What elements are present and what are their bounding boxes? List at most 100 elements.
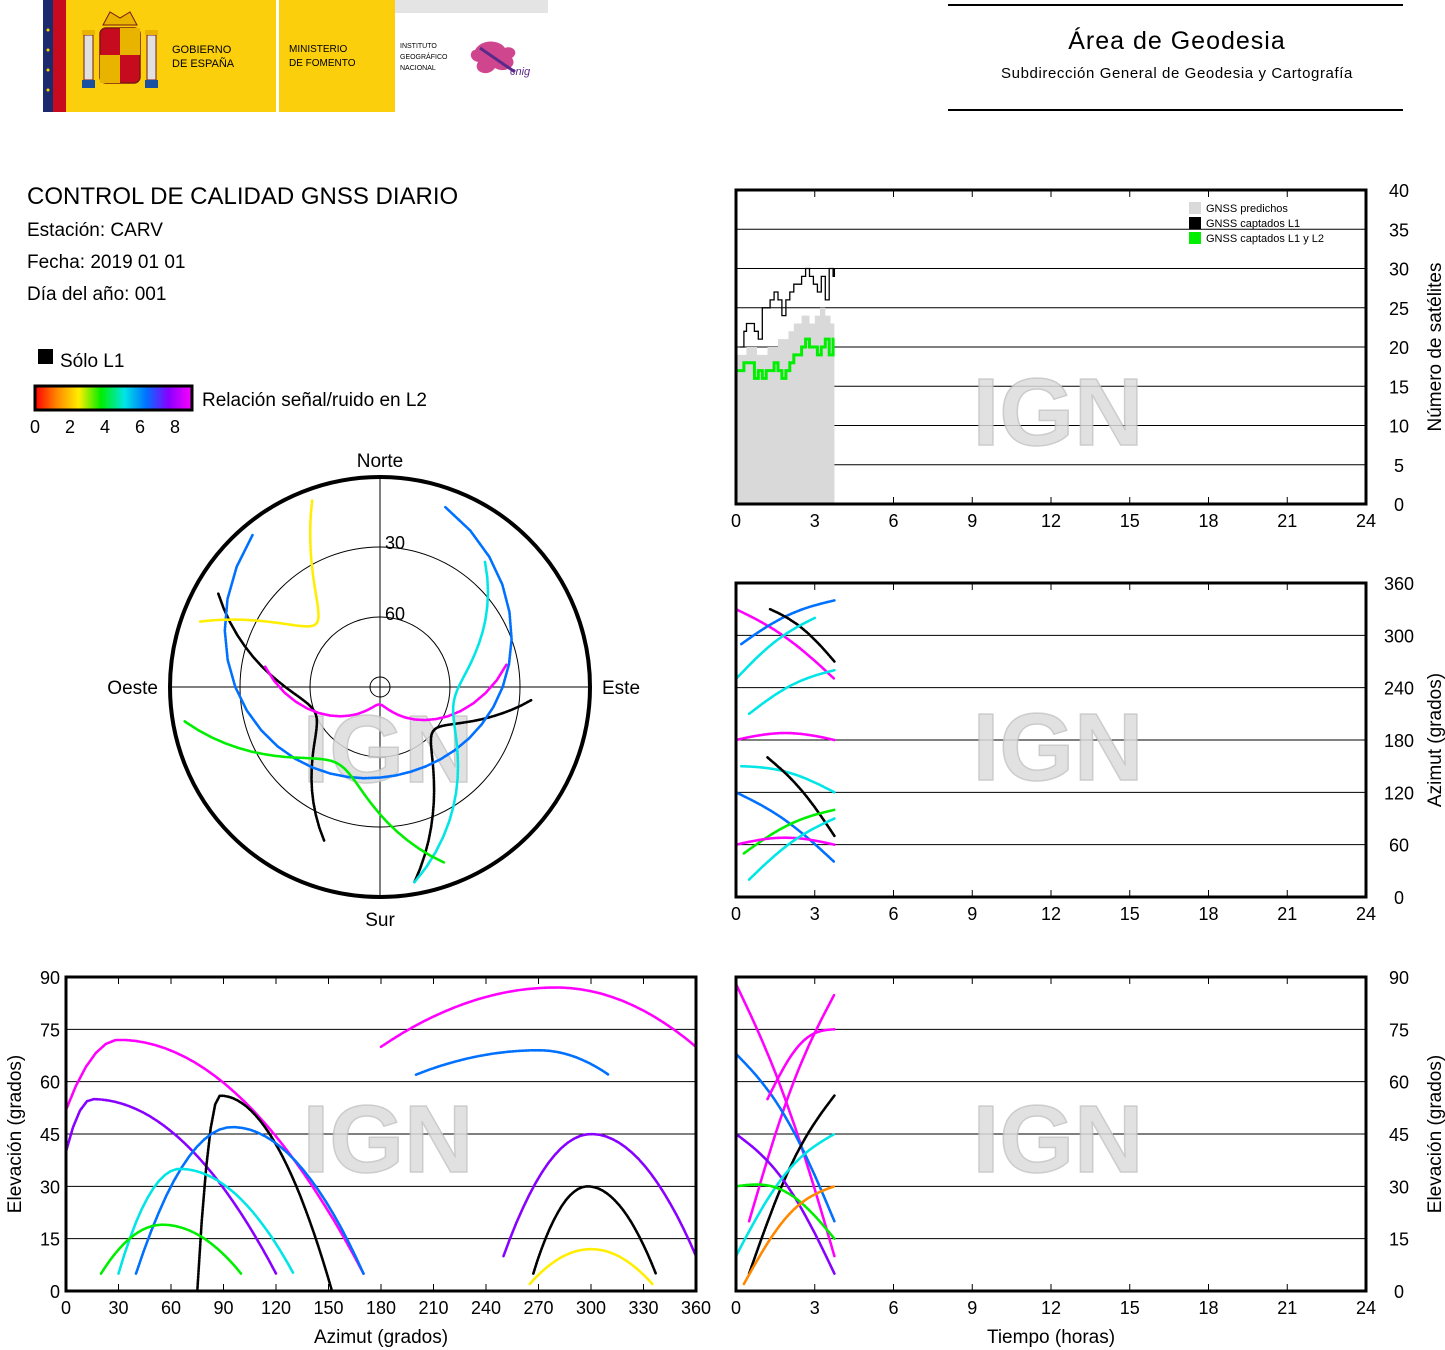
y-tick-label: 60 — [40, 1073, 60, 1093]
gobierno-block — [66, 0, 278, 112]
gov-line2: DE ESPAÑA — [172, 57, 235, 70]
area-subtitle: Subdirección General de Geodesia y Carto… — [1001, 65, 1353, 82]
min-line1: MINISTERIO — [289, 44, 348, 55]
x-tick-label: 21 — [1277, 511, 1297, 531]
y-tick-label: 15 — [1389, 1230, 1409, 1250]
x-tick-label: 150 — [313, 1298, 343, 1318]
header-grey-band — [395, 0, 548, 13]
elevation-time-track — [734, 1132, 836, 1258]
spain-flag-strip — [43, 0, 66, 112]
y-axis-label: Elevación (grados) — [1425, 1055, 1445, 1213]
elevation-azimuth-track — [117, 1167, 295, 1275]
x-tick-label: 18 — [1198, 511, 1218, 531]
x-tick-label: 9 — [967, 511, 977, 531]
y-axis-label: Número de satélites — [1425, 263, 1445, 432]
elevation-time-chart: 0 15 30 45 60 75 90 0 3 6 9 12 15 18 21 24 Elevación (gr… — [731, 968, 1445, 1348]
x-tick-label: 300 — [576, 1298, 606, 1318]
doy-label: Día del año: 001 — [27, 284, 166, 305]
y-axis-label: Azimut (grados) — [1425, 673, 1445, 807]
legend-swatch — [1189, 217, 1201, 229]
legend-swatch — [1189, 232, 1201, 244]
satellite-count-chart: 0 5 10 15 20 25 30 35 40 0 3 6 9 12 15 18 21 24 Número de … — [731, 181, 1445, 531]
y-tick-label: 35 — [1389, 220, 1409, 240]
skyplot-chart: IGN Norte Sur Este Oeste 30 60 — [107, 451, 640, 931]
x-axis-label: Azimut (grados) — [314, 1327, 448, 1348]
count-legend: GNSS predichos GNSS captados L1 GNSS capta… — [1189, 202, 1324, 245]
colorbar-tick-label: 6 — [135, 417, 145, 437]
gov-line1: GOBIERNO — [172, 44, 232, 56]
elevation-azimuth-track — [196, 1094, 334, 1293]
x-tick-label: 15 — [1120, 1298, 1140, 1318]
y-tick-label: 5 — [1394, 456, 1404, 476]
x-tick-label: 330 — [628, 1298, 658, 1318]
l1-only-label: Sólo L1 — [60, 351, 124, 372]
azimuth-track — [768, 607, 836, 663]
south-label: Sur — [365, 910, 395, 931]
x-tick-label: 18 — [1198, 1298, 1218, 1318]
elevation-azimuth-track — [414, 1049, 610, 1076]
y-tick-label: 75 — [1389, 1020, 1409, 1040]
elevation-azimuth-track — [532, 1185, 658, 1275]
l1-only-swatch — [38, 349, 53, 364]
x-tick-label: 270 — [523, 1298, 553, 1318]
ministerio-block — [279, 0, 395, 112]
y-tick-label: 90 — [1389, 968, 1409, 988]
plot-border — [734, 975, 1368, 1293]
x-tick-label: 24 — [1356, 1298, 1376, 1318]
x-tick-label: 6 — [888, 904, 898, 924]
azimuth-track — [740, 599, 836, 646]
legend-entry: GNSS captados L1 y L2 — [1206, 233, 1324, 245]
y-tick-label: 30 — [40, 1177, 60, 1197]
colorbar-ticks: 0 2 4 6 8 — [30, 417, 180, 437]
snr-colorbar — [33, 384, 194, 412]
azimuth-track — [747, 668, 836, 716]
azimuth-track — [734, 731, 836, 742]
ign-watermark: IGN — [973, 359, 1144, 466]
y-tick-label: 75 — [40, 1020, 60, 1040]
x-tick-label: 15 — [1120, 511, 1140, 531]
ring-label-30: 30 — [385, 533, 405, 553]
x-tick-label: 240 — [471, 1298, 501, 1318]
report-title: CONTROL DE CALIDAD GNSS DIARIO — [27, 183, 458, 210]
azimuth-track — [740, 764, 836, 794]
ign-watermark: IGN — [973, 1086, 1144, 1193]
colorbar-tick-label: 4 — [100, 417, 110, 437]
y-tick-label: 25 — [1389, 299, 1409, 319]
azimuth-track — [766, 756, 836, 838]
azimuth-track — [734, 616, 817, 681]
info-block: CONTROL DE CALIDAD GNSS DIARIO Estación:… — [27, 183, 458, 305]
x-tick-label: 0 — [731, 904, 741, 924]
horizon-circle — [168, 475, 592, 899]
x-tick-label: 6 — [888, 1298, 898, 1318]
elevation-azimuth-track — [379, 986, 698, 1049]
x-tick-label: 24 — [1356, 904, 1376, 924]
elevation-azimuth-track — [64, 1038, 365, 1275]
x-tick-label: 15 — [1120, 904, 1140, 924]
azimuth-track — [747, 817, 836, 881]
sky-track — [413, 560, 490, 884]
header: GOBIERNO DE ESPAÑA MINISTERIO DE FOMENTO… — [43, 0, 1403, 112]
sky-track — [223, 505, 513, 780]
area-title: Área de Geodesia — [1068, 26, 1286, 55]
x-tick-label: 12 — [1041, 1298, 1061, 1318]
sky-track — [413, 698, 533, 884]
elevation-azimuth-track — [64, 1097, 278, 1275]
date-label: Fecha: 2019 01 01 — [27, 252, 185, 273]
y-tick-label: 240 — [1384, 679, 1414, 699]
plot-border — [734, 581, 1368, 899]
elevation-azimuth-track — [99, 1223, 243, 1275]
cnig-logo-icon: cnig — [470, 41, 531, 78]
ring-label-60: 60 — [385, 604, 405, 624]
y-tick-label: 30 — [1389, 260, 1409, 280]
x-tick-label: 3 — [810, 904, 820, 924]
colorbar-tick-label: 0 — [30, 417, 40, 437]
x-tick-label: 3 — [810, 1298, 820, 1318]
y-tick-label: 90 — [40, 968, 60, 988]
y-axis-label: Elevación (grados) — [5, 1055, 26, 1213]
elevation-azimuth-track — [134, 1125, 365, 1275]
ign-watermark: IGN — [303, 696, 474, 803]
legend-entry: GNSS captados L1 — [1206, 218, 1300, 230]
y-tick-label: 15 — [40, 1230, 60, 1250]
x-tick-label: 0 — [731, 511, 741, 531]
